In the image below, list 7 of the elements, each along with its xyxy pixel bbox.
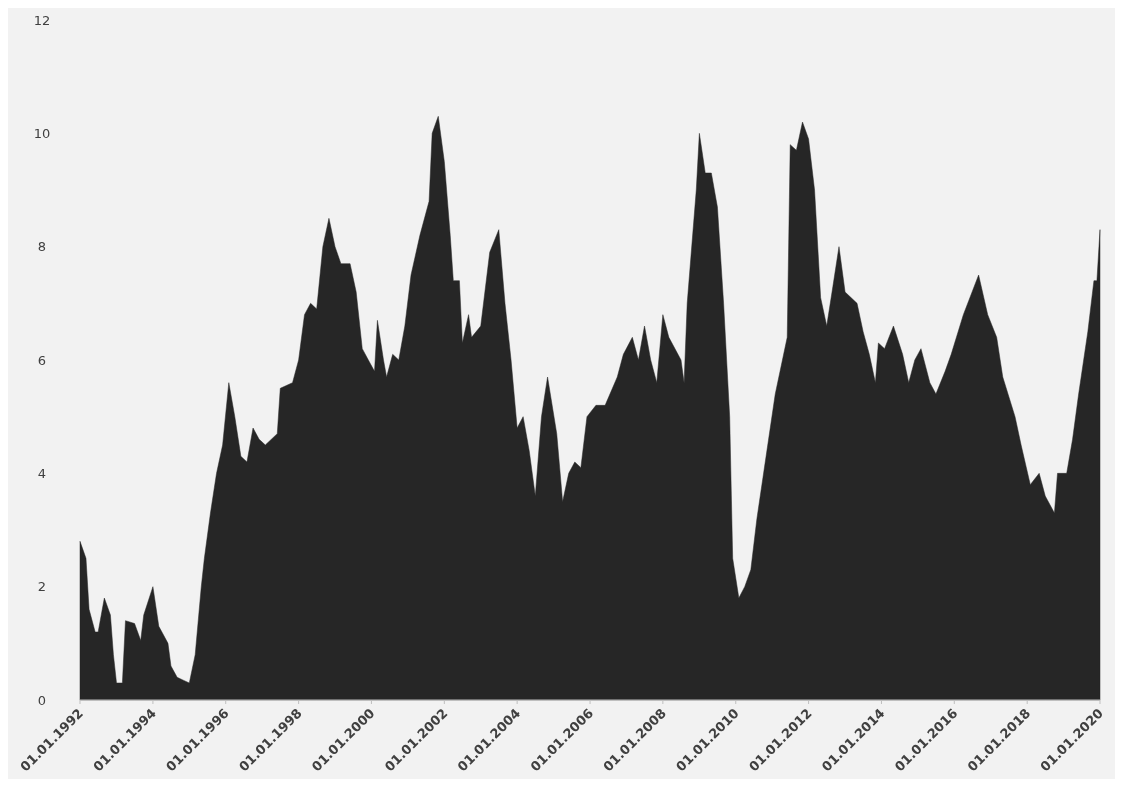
y-tick-label: 2	[37, 579, 47, 595]
y-tick-label: 4	[37, 465, 47, 481]
y-tick-label: 0	[37, 692, 47, 708]
y-tick-label: 6	[37, 352, 47, 368]
y-tick-label: 12	[33, 12, 51, 28]
y-tick-label: 10	[33, 125, 51, 141]
y-tick-label: 8	[37, 239, 47, 255]
